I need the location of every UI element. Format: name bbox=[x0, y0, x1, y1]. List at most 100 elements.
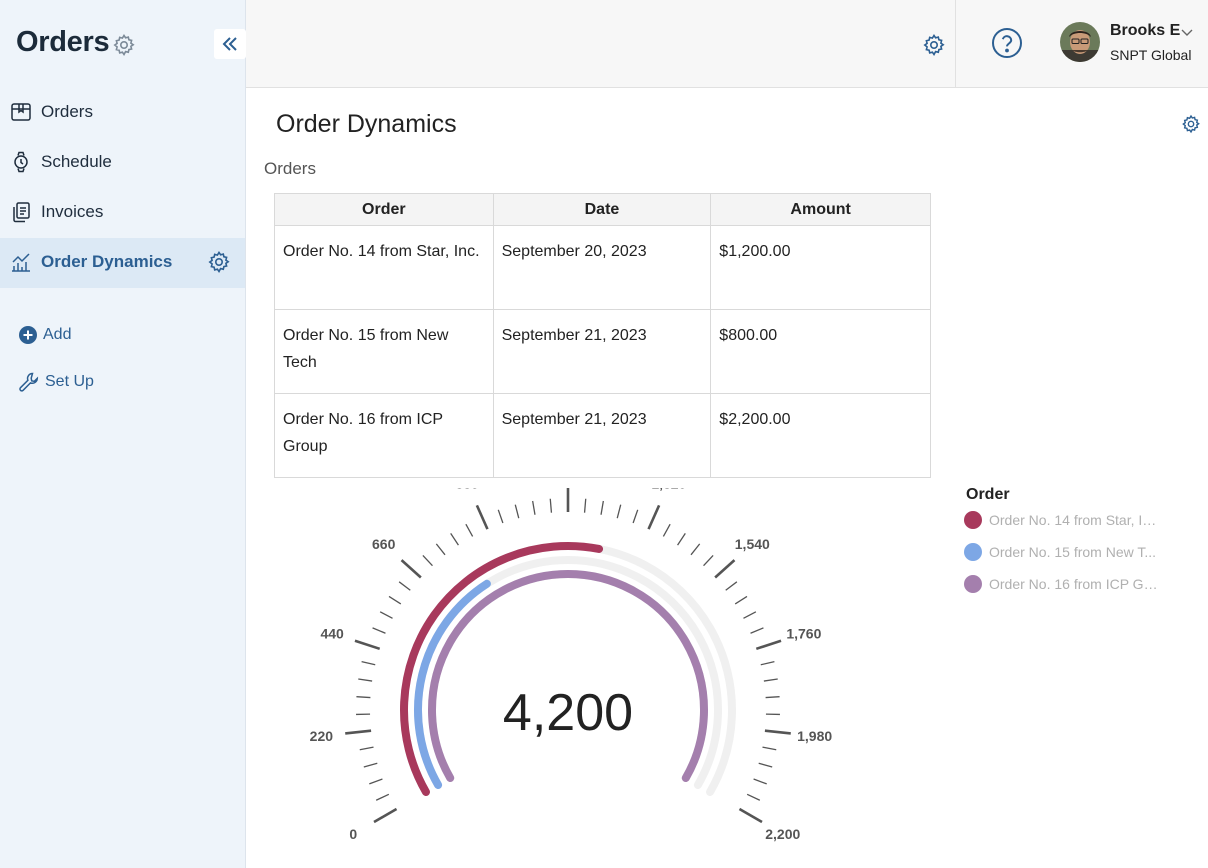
package-icon bbox=[11, 103, 31, 121]
wrench-icon bbox=[19, 372, 39, 392]
gauge-series-arc[interactable] bbox=[400, 542, 604, 796]
setup-label: Set Up bbox=[45, 373, 94, 390]
gauge-major-tick bbox=[400, 559, 422, 579]
gauge-tick-label: 880 bbox=[455, 488, 479, 491]
sidebar-header: Orders bbox=[0, 0, 246, 88]
gauge-minor-tick bbox=[763, 678, 778, 682]
gauge-arcs bbox=[400, 542, 736, 796]
gauge-minor-tick bbox=[662, 523, 671, 537]
gauge-minor-tick bbox=[359, 746, 374, 751]
help-icon[interactable] bbox=[990, 26, 1024, 60]
gauge-minor-tick bbox=[372, 627, 386, 634]
table-cell-amount: $1,200.00 bbox=[710, 225, 931, 310]
gauge-major-tick bbox=[738, 807, 763, 824]
sidebar-item-orders[interactable]: Orders bbox=[0, 88, 245, 138]
gauge-minor-tick bbox=[369, 778, 383, 785]
gauge-tick-label: 1,540 bbox=[735, 536, 770, 552]
gauge-major-tick bbox=[354, 639, 381, 651]
gauge-total-value: 4,200 bbox=[503, 684, 633, 742]
legend-label: Order No. 15 from New T... bbox=[989, 544, 1157, 560]
table-cell-date: September 20, 2023 bbox=[492, 225, 712, 310]
gauge-series-arc[interactable] bbox=[414, 579, 491, 789]
sidebar: Orders Orders Schedule Invoices bbox=[0, 0, 246, 868]
gauge-minor-tick bbox=[358, 678, 373, 682]
gauge-tick-label: 1,980 bbox=[797, 728, 832, 744]
sidebar-item-schedule[interactable]: Schedule bbox=[0, 138, 245, 188]
gauge-minor-tick bbox=[435, 543, 446, 556]
table-row[interactable]: Order No. 14 from Star, Inc. September 2… bbox=[274, 225, 931, 310]
gauge-minor-tick bbox=[753, 778, 767, 785]
gauge-minor-tick bbox=[743, 611, 757, 619]
gauge-minor-tick bbox=[750, 627, 764, 634]
gauge-minor-tick bbox=[734, 595, 748, 605]
user-menu[interactable]: Brooks E SNPT Global bbox=[1060, 20, 1208, 68]
gauge-minor-tick bbox=[583, 498, 587, 513]
column-header-amount[interactable]: Amount bbox=[710, 193, 931, 226]
gauge-minor-tick bbox=[379, 611, 393, 619]
top-bar: Brooks E SNPT Global bbox=[246, 0, 1208, 88]
gauge-tick-label: 440 bbox=[320, 625, 344, 641]
gauge-minor-tick bbox=[765, 696, 780, 699]
gauge-minor-tick bbox=[532, 500, 536, 515]
gauge-ticks bbox=[345, 488, 791, 824]
gauge-minor-tick bbox=[616, 504, 622, 519]
plus-circle-icon bbox=[19, 326, 37, 344]
table-cell-date: September 21, 2023 bbox=[492, 393, 712, 478]
gauge-track bbox=[400, 542, 736, 796]
gauge-minor-tick bbox=[758, 762, 773, 768]
gauge-tick-label: 660 bbox=[372, 536, 396, 552]
legend-swatch bbox=[964, 511, 982, 529]
gauge-major-tick bbox=[345, 729, 372, 735]
sidebar-item-invoices[interactable]: Invoices bbox=[0, 188, 245, 238]
page-title: Order Dynamics bbox=[276, 110, 457, 138]
divider bbox=[955, 0, 956, 88]
gauge-tick-label: 1,320 bbox=[651, 488, 686, 491]
legend-item[interactable]: Order No. 15 from New T... bbox=[964, 536, 1204, 568]
gauge-minor-tick bbox=[677, 533, 686, 546]
legend-item[interactable]: Order No. 14 from Star, Inc. bbox=[964, 504, 1204, 536]
chevron-down-icon bbox=[1181, 29, 1193, 36]
user-name: Brooks E bbox=[1110, 22, 1181, 39]
gauge-minor-tick bbox=[549, 498, 553, 513]
table-caption: Orders bbox=[264, 159, 316, 178]
column-header-date[interactable]: Date bbox=[492, 193, 712, 226]
gauge-minor-tick bbox=[375, 793, 390, 801]
gauge-minor-tick bbox=[450, 533, 459, 546]
gear-icon[interactable] bbox=[112, 33, 136, 57]
gauge-minor-tick bbox=[422, 555, 433, 567]
gauge-minor-tick bbox=[600, 500, 604, 515]
column-header-order[interactable]: Order bbox=[274, 193, 494, 226]
gauge-minor-tick bbox=[746, 793, 761, 801]
table-header-row: Order Date Amount bbox=[274, 193, 931, 226]
sidebar-item-label: Invoices bbox=[41, 202, 104, 221]
orders-table: Order Date Amount Order No. 14 from Star… bbox=[274, 193, 931, 478]
gauge-minor-tick bbox=[363, 762, 378, 768]
sidebar-item-order-dynamics[interactable]: Order Dynamics bbox=[0, 238, 245, 288]
legend-label: Order No. 16 from ICP Gr... bbox=[989, 576, 1159, 592]
table-row[interactable]: Order No. 16 from ICP Group September 21… bbox=[274, 393, 931, 478]
user-organization: SNPT Global bbox=[1110, 47, 1192, 63]
double-chevron-left-icon bbox=[222, 37, 237, 51]
sidebar-item-label: Orders bbox=[41, 102, 93, 121]
collapse-sidebar-button[interactable] bbox=[214, 29, 246, 59]
gauge-minor-tick bbox=[356, 696, 371, 699]
chart-icon bbox=[12, 253, 30, 272]
table-cell-amount: $2,200.00 bbox=[710, 393, 931, 478]
gear-icon[interactable] bbox=[1181, 114, 1201, 134]
gauge-minor-tick bbox=[497, 509, 504, 524]
setup-button[interactable]: Set Up bbox=[18, 371, 94, 393]
gear-icon[interactable] bbox=[207, 250, 231, 274]
gauge-chart: 02204406608801,1001,3201,5401,7601,9802,… bbox=[310, 488, 832, 842]
table-row[interactable]: Order No. 15 from New Tech September 21,… bbox=[274, 309, 931, 394]
add-button[interactable]: Add bbox=[18, 325, 71, 345]
gauge-minor-tick bbox=[361, 660, 376, 666]
gauge-minor-tick bbox=[388, 595, 402, 605]
gear-icon[interactable] bbox=[922, 33, 946, 57]
table-cell-amount: $800.00 bbox=[710, 309, 931, 394]
gauge-major-tick bbox=[647, 504, 661, 530]
gauge-minor-tick bbox=[703, 555, 714, 567]
legend-item[interactable]: Order No. 16 from ICP Gr... bbox=[964, 568, 1204, 600]
gauge-series-arc[interactable] bbox=[428, 570, 708, 782]
table-cell-order: Order No. 16 from ICP Group bbox=[274, 393, 494, 478]
documents-icon bbox=[13, 202, 30, 223]
